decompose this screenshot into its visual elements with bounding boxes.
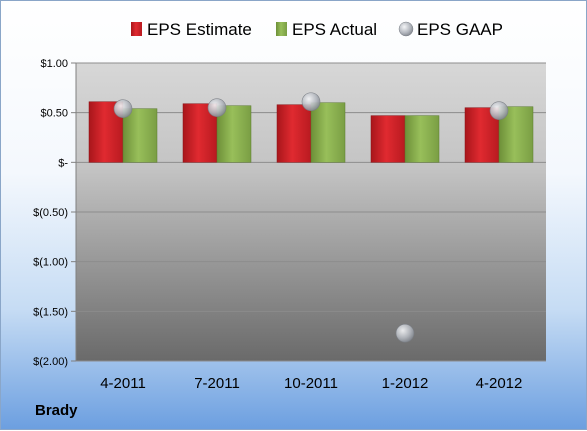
point-eps-gaap	[113, 99, 133, 118]
x-tick-label: 1-2012	[382, 375, 429, 392]
bar-eps-actual	[216, 105, 252, 163]
legend-eps-actual-swatch	[276, 22, 287, 36]
y-tick-label: $1.00	[40, 58, 68, 70]
y-tick-label: $(1.00)	[33, 257, 68, 269]
legend-eps-estimate-swatch	[131, 22, 142, 36]
point-eps-gaap	[207, 98, 227, 117]
bar-eps-estimate	[370, 115, 406, 163]
company-name: Brady	[35, 402, 78, 419]
legend-eps-estimate-label: EPS Estimate	[147, 20, 252, 39]
point-eps-gaap	[489, 101, 509, 120]
x-tick-label: 7-2011	[194, 375, 240, 392]
y-tick-label: $(2.00)	[33, 356, 68, 368]
bar-eps-estimate	[276, 104, 312, 163]
legend-eps-gaap-swatch	[398, 21, 414, 37]
x-tick-label: 4-2012	[476, 375, 523, 392]
y-tick-label: $-	[58, 157, 68, 169]
y-tick-label: $(0.50)	[33, 207, 68, 219]
legend-eps-actual-label: EPS Actual	[292, 20, 377, 39]
point-eps-gaap	[395, 323, 415, 343]
bar-eps-actual	[404, 115, 440, 163]
x-tick-label: 4-2011	[100, 375, 146, 392]
bar-eps-actual	[310, 102, 346, 163]
point-eps-gaap	[301, 92, 321, 112]
legend-eps-gaap-label: EPS GAAP	[417, 20, 503, 39]
x-tick-label: 10-2011	[284, 375, 338, 392]
bar-eps-actual	[122, 108, 158, 163]
y-tick-label: $0.50	[40, 108, 68, 120]
y-tick-label: $(1.50)	[33, 306, 68, 318]
